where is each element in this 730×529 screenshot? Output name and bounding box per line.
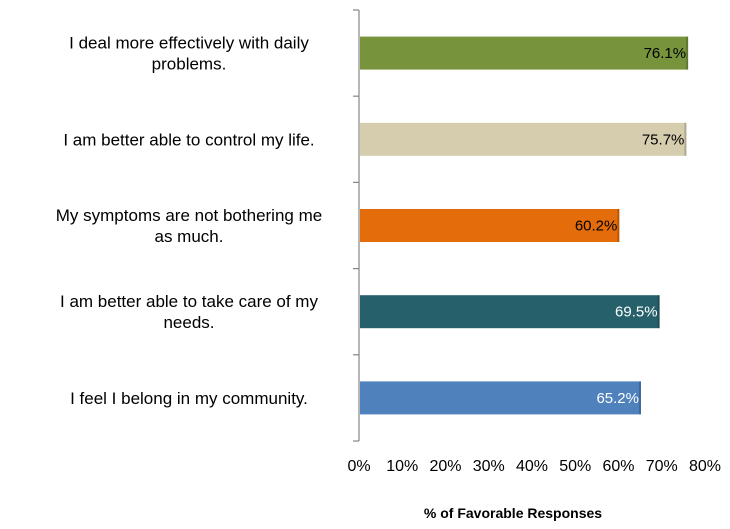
value-labels-group: 76.1% 75.7% 60.2% 69.5% 65.2% [575,45,686,407]
x-tick-label: 70% [646,458,678,475]
data-label: 76.1% [644,45,687,62]
category-labels-group: I deal more effectively with daily proble… [56,34,322,408]
category-label: I am better able to control my life. [63,130,314,149]
x-tick-label: 30% [473,458,505,475]
data-label: 75.7% [642,131,685,148]
category-label: I feel I belong in my community. [70,389,308,408]
bar-edge-shade [686,36,689,70]
bar [360,381,641,415]
bar-edge-shade [684,122,687,156]
bar [360,36,689,70]
x-tick-label: 0% [347,458,370,475]
bars-group [360,36,689,415]
x-tick-label: 20% [429,458,461,475]
x-tick-label: 60% [602,458,634,475]
bar [360,295,660,329]
bar-edge-shade [638,381,641,415]
category-label: I deal more effectively with daily [69,34,309,53]
data-label: 60.2% [575,218,618,235]
category-label: problems. [152,55,227,74]
x-tick-label: 80% [689,458,721,475]
axes-group: 0% 10% 20% 30% 40% 50% 60% 70% 80% [347,9,721,475]
data-label: 65.2% [596,390,639,407]
category-label: My symptoms are not bothering me [56,206,322,225]
bar [360,209,620,242]
bar [360,122,687,156]
data-label: 69.5% [615,304,658,321]
x-tick-label: 10% [386,458,418,475]
bar-edge-shade [657,295,660,329]
x-axis-title: % of Favorable Responses [424,505,602,521]
x-tick-label: 50% [559,458,591,475]
bar-edge-shade [617,209,620,242]
category-label: I am better able to take care of my [60,292,318,311]
x-tick-label: 40% [516,458,548,475]
category-label: needs. [163,313,214,332]
category-label: as much. [155,227,224,246]
